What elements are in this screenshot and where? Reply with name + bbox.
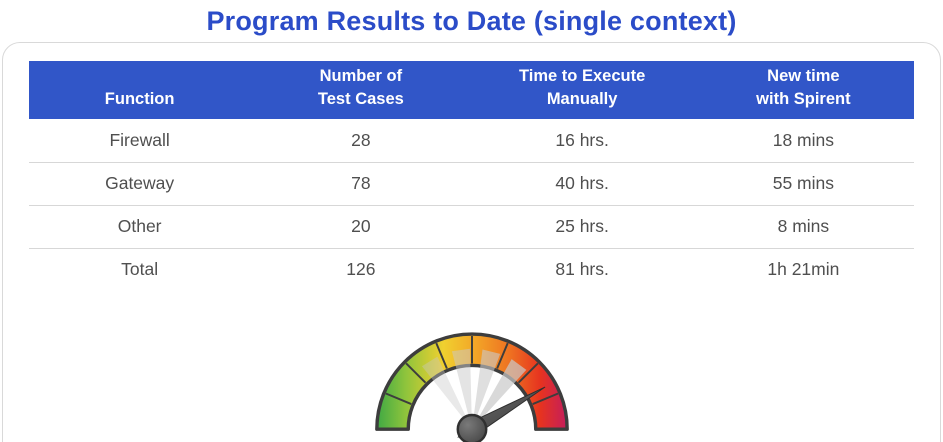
gauge-band (374, 332, 569, 431)
cell-spirent-time: 1h 21min (767, 259, 840, 280)
page-title: Program Results to Date (single context) (206, 5, 737, 36)
cell-function: Firewall (29, 119, 251, 163)
table-row-total: Total 126 81 hrs. 1h 21min (29, 248, 914, 291)
column-header-spirent-time: New time with Spirent (692, 61, 914, 119)
table-row-firewall: Firewall 28 16 hrs. 18 mins (29, 119, 914, 163)
gauge-needle-trails (421, 348, 526, 430)
cell-function: Other (29, 205, 251, 249)
cell-manual-time: 40 hrs. (471, 162, 693, 206)
cell-spirent-time: 18 mins (692, 119, 914, 163)
cell-test-cases: 126 (346, 259, 376, 280)
cell-manual-time: 81 hrs. (555, 259, 609, 280)
table-row-other: Other 20 25 hrs. 8 mins (29, 205, 914, 249)
cell-spirent-time: 8 mins (692, 205, 914, 249)
speedup-gauge-section: 60x Speedup (3, 331, 940, 442)
results-table-header: Function Number of Test Cases Time to Ex… (29, 61, 914, 119)
cell-test-cases: 78 (250, 162, 472, 206)
cell-manual-time: 25 hrs. (471, 205, 693, 249)
cell-manual-time: 16 hrs. (471, 119, 693, 163)
gauge-ticks (384, 336, 559, 405)
results-table: Function Number of Test Cases Time to Ex… (29, 61, 914, 291)
cell-test-cases: 28 (250, 119, 472, 163)
column-header-function: Function (29, 61, 251, 119)
column-header-test-cases: Number of Test Cases (250, 61, 472, 119)
cell-spirent-time: 55 mins (692, 162, 914, 206)
table-row-gateway: Gateway 78 40 hrs. 55 mins (29, 162, 914, 206)
column-header-manual-time: Time to Execute Manually (471, 61, 693, 119)
results-card: Function Number of Test Cases Time to Ex… (2, 42, 941, 442)
cell-function: Gateway (29, 162, 251, 206)
gauge-hub (456, 413, 487, 442)
cell-function: Total (121, 259, 159, 280)
speedometer-gauge-icon (374, 332, 569, 442)
cell-test-cases: 20 (250, 205, 472, 249)
